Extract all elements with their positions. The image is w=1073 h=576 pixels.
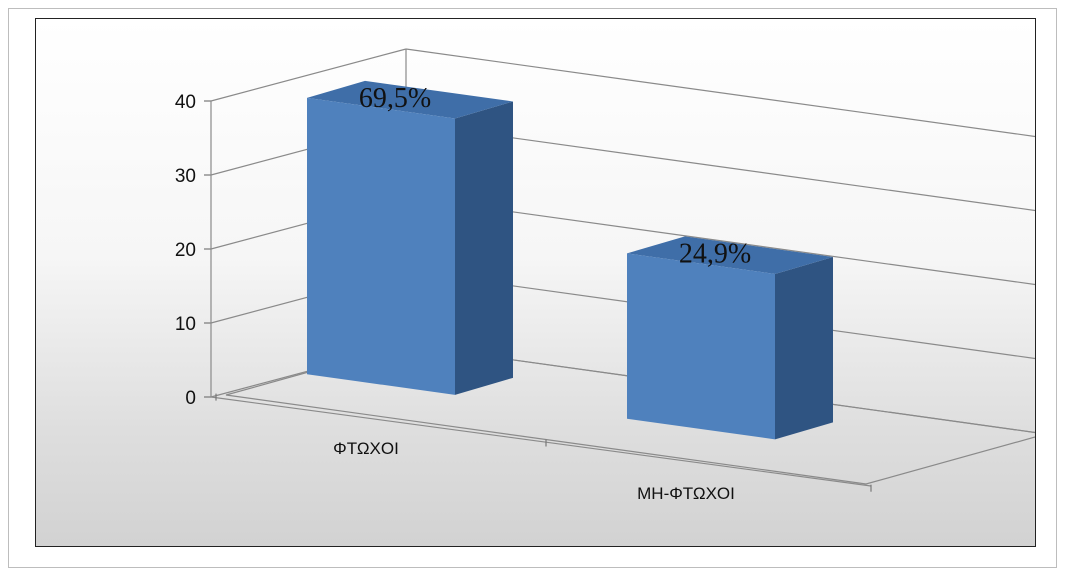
y-tick-label: 10 [175,314,196,335]
data-label: 24,9% [679,238,751,269]
y-tick-label: 20 [175,240,196,261]
bar [627,253,775,440]
chart-area: 0 10 20 30 40 69,5% ΦΤΩΧΟΙ 24,9% ΜΗ-ΦΤΩΧΟΙ [35,18,1036,547]
bar-top [627,236,833,274]
bar-side [455,101,513,395]
y-tick-label: 40 [175,92,196,113]
y-tick-label: 30 [175,166,196,187]
category-label: ΦΤΩΧΟΙ [333,439,399,458]
gridline-side [210,48,407,102]
gridline-back [405,48,1035,138]
chart-plot: 0 10 20 30 40 69,5% ΦΤΩΧΟΙ 24,9% ΜΗ-ΦΤΩΧΟΙ [175,48,1035,503]
data-label: 69,5% [359,83,431,114]
bar-side [775,256,833,440]
x-axis [210,396,872,487]
bar-top [307,80,513,119]
bar [307,97,455,395]
y-tick-label: 0 [185,388,196,409]
category-label: ΜΗ-ΦΤΩΧΟΙ [637,484,735,503]
